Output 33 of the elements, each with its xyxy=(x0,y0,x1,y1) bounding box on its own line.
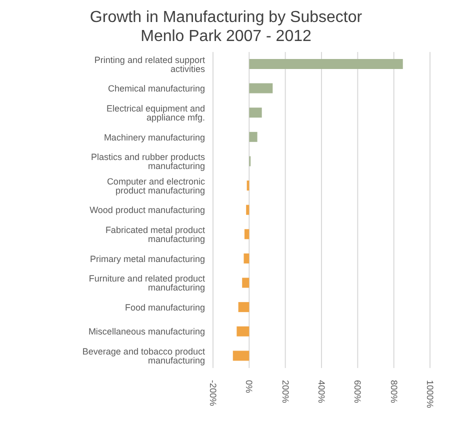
bar xyxy=(236,326,250,336)
y-tick-label: Computer and electronic product manufacturing xyxy=(106,176,206,196)
x-tick-label: 200% xyxy=(280,380,290,404)
bar xyxy=(238,302,250,312)
bar xyxy=(249,59,403,69)
bar xyxy=(244,253,250,264)
y-tick-label: Furniture and related product manufacturing xyxy=(88,274,206,293)
bar xyxy=(242,278,250,288)
bar xyxy=(232,350,250,361)
bar xyxy=(244,229,250,240)
x-tick-label: 400% xyxy=(316,380,326,404)
chart-title: Growth in Manufacturing by Subsector xyxy=(88,8,364,27)
chart-subtitle: Menlo Park 2007 - 2012 xyxy=(140,27,312,46)
y-tick-label: Chemical manufacturing xyxy=(108,84,205,94)
bar xyxy=(249,132,258,142)
bar xyxy=(249,108,262,118)
x-tick-label: 0% xyxy=(244,380,254,394)
y-tick-label: Machinery manufacturing xyxy=(104,132,205,142)
y-tick-label: Primary metal manufacturing xyxy=(90,254,205,264)
y-tick-label: Food manufacturing xyxy=(124,302,205,312)
x-tick-label: 1000% xyxy=(425,380,435,408)
x-tick-label: -200% xyxy=(208,380,218,406)
y-tick-label: Electrical equipment and appliance mfg. xyxy=(106,103,205,122)
y-tick-label: Plastics and rubber products manufacturing xyxy=(90,152,206,172)
y-tick-label: Fabricated metal product manufacturing xyxy=(105,225,206,244)
x-tick-label: 600% xyxy=(352,380,363,404)
x-tick-label: 800% xyxy=(388,380,399,404)
y-tick-label: Beverage and tobacco product manufacturing xyxy=(82,346,206,366)
bar xyxy=(249,83,273,94)
y-tick-label: Miscellaneous manufacturing xyxy=(88,326,205,337)
y-tick-label: Wood product manufacturing xyxy=(90,205,205,216)
bar xyxy=(246,204,250,215)
y-tick-label: Printing and related support activities xyxy=(94,54,206,74)
